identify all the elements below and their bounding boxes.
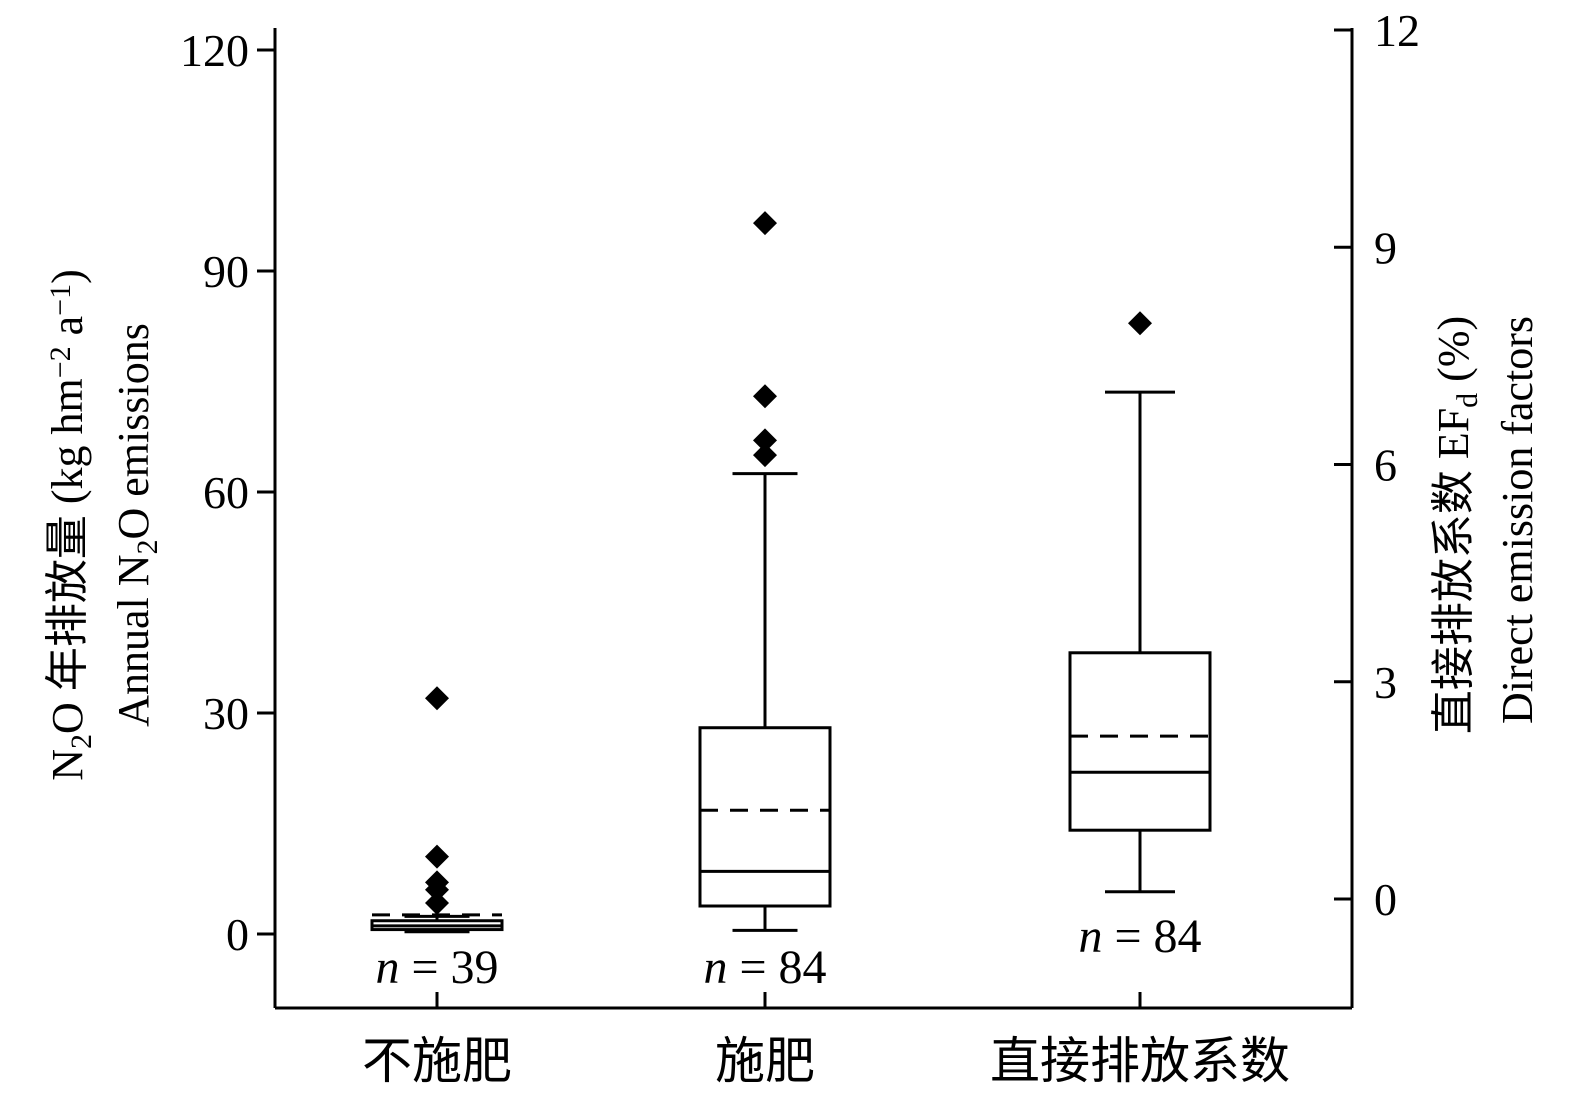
outlier-point [1128,311,1152,336]
category-label: 直接排放系数 [990,1033,1290,1089]
left-tick-label: 120 [180,25,249,76]
outlier-point [753,211,777,236]
right-tick-label: 0 [1374,874,1397,925]
iqr-box [1068,651,1212,832]
left-tick-label: 0 [226,909,249,960]
box-series: n = 39 n = 84 n = 84 [370,211,1212,994]
left-tick-label: 30 [203,688,249,739]
box-group: n = 39 [370,686,504,994]
category-label: 不施肥 [362,1033,512,1089]
left-tick-label: 90 [203,246,249,297]
left-axis-title-line2: Annual N2O emissions [109,323,164,727]
left-tick-label: 60 [203,467,249,518]
outlier-point [425,844,449,869]
outlier-point [753,428,777,453]
right-tick-label: 12 [1374,5,1420,56]
outlier-point [753,443,777,468]
right-tick-label: 3 [1374,657,1397,708]
outlier-point [425,891,449,916]
plot-frame [273,28,1354,1010]
outlier-point [425,686,449,711]
left-axis-title-line1: N2O 年排放量 (kg hm−2 a−1) [43,269,98,780]
n-count-label: n = 84 [703,941,826,994]
category-label: 施肥 [715,1033,815,1089]
left-y-axis: 0 30 60 90 120 [180,25,275,960]
n-count-label: n = 84 [1078,910,1201,963]
right-axis-title-line2: Direct emission factors [1493,316,1542,724]
n-count-label: n = 39 [375,941,498,994]
box-group: n = 84 [698,211,832,994]
outlier-point [425,877,449,902]
right-axis-title-line1: 直接排放系数 EFd (%) [1429,316,1484,734]
right-tick-label: 9 [1374,222,1397,273]
iqr-box [698,726,832,908]
outlier-point [753,384,777,409]
x-axis: 不施肥 施肥 直接排放系数 [362,992,1290,1089]
right-y-axis: 0 3 6 9 12 [1334,5,1420,925]
box-group: n = 84 [1068,311,1212,963]
right-tick-label: 6 [1374,440,1397,491]
